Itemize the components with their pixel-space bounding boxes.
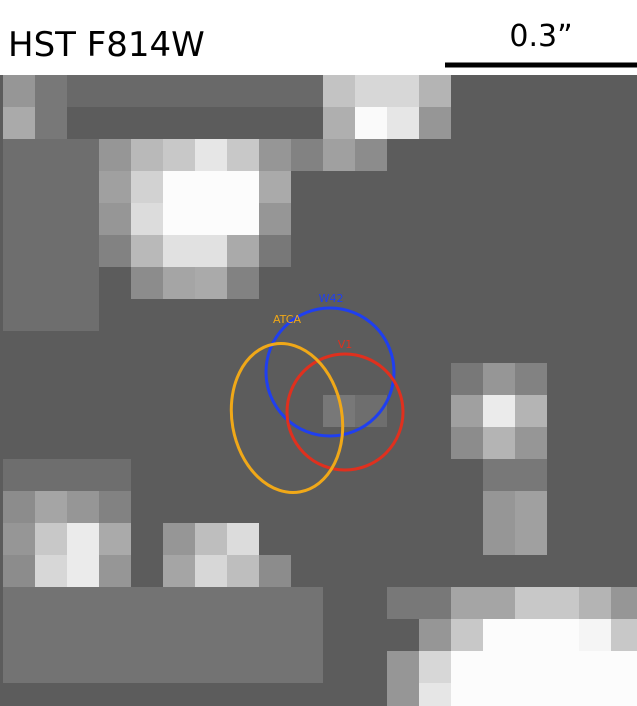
image <box>0 75 637 706</box>
image-pixel <box>515 587 579 619</box>
image-pixel <box>451 363 483 395</box>
image-pixel <box>451 587 515 619</box>
image-pixel <box>483 363 515 395</box>
image-pixel <box>3 75 35 107</box>
image-pixel <box>227 523 259 555</box>
regions <box>229 306 405 494</box>
image-pixel <box>35 555 67 587</box>
image-pixel <box>35 75 67 139</box>
image-pixel <box>227 267 259 299</box>
image-pixel <box>483 395 515 427</box>
image-pixel <box>515 427 547 459</box>
image-pixel <box>99 203 131 235</box>
image-pixel <box>227 139 259 171</box>
image-pixel <box>131 267 163 299</box>
image-pixel <box>579 619 611 651</box>
image-pixel <box>131 171 163 203</box>
region-w42 <box>264 306 396 438</box>
image-pixel <box>419 107 451 139</box>
image-pixel <box>451 651 637 706</box>
image-pixel <box>131 235 163 267</box>
image-pixel <box>483 459 547 491</box>
image-pixel <box>195 555 227 587</box>
image-pixel <box>451 395 483 427</box>
image-pixel <box>611 619 637 651</box>
image-pixel <box>579 587 611 619</box>
image-pixel <box>451 619 483 651</box>
image-pixel <box>323 75 355 107</box>
image-pixel <box>3 459 131 491</box>
image-pixel <box>3 555 35 587</box>
image-pixel <box>35 491 67 523</box>
image-pixel <box>419 619 451 651</box>
image-pixel <box>451 427 483 459</box>
image-pixel <box>419 683 451 706</box>
image-pixel <box>163 139 195 171</box>
image-pixel <box>355 139 387 171</box>
image-pixel <box>131 139 163 171</box>
image-pixel <box>515 395 547 427</box>
region-label: ATCA <box>273 313 301 326</box>
image-pixel <box>99 555 131 587</box>
image-pixel <box>3 139 99 331</box>
image-pixel <box>451 75 637 395</box>
image-pixel <box>387 651 419 706</box>
region-label: V1 <box>338 338 353 351</box>
image-pixel <box>259 171 291 203</box>
image-pixel <box>163 555 195 587</box>
image-pixel <box>99 491 131 523</box>
image-pixel <box>259 235 291 267</box>
image-pixel <box>67 491 99 523</box>
image-pixel <box>67 523 99 587</box>
image-pixel <box>355 107 387 139</box>
region-atca <box>229 342 345 494</box>
image-pixel <box>3 523 35 555</box>
image-pixel <box>387 587 451 619</box>
image-pixel <box>291 139 323 171</box>
image-pixel <box>99 235 131 267</box>
image-pixel <box>131 203 163 235</box>
image-pixel <box>387 107 419 139</box>
image-pixel <box>515 363 547 395</box>
image-pixel <box>323 139 355 171</box>
image-pixel <box>483 427 515 459</box>
image-pixel <box>67 75 323 107</box>
image-pixel <box>483 491 515 555</box>
image-pixel <box>163 171 259 235</box>
image-pixel <box>35 523 67 555</box>
image-pixel <box>259 203 291 235</box>
image-pixel <box>3 587 323 683</box>
image-pixel <box>259 555 291 587</box>
image-pixel <box>163 235 227 267</box>
image-pixel <box>355 75 419 107</box>
image-pixel <box>195 523 227 555</box>
scale-bar-label: 0.3” <box>509 19 572 54</box>
region-v1 <box>285 352 405 472</box>
title: HST F814W <box>8 25 205 65</box>
image-pixel <box>3 491 35 523</box>
image-pixel <box>227 555 259 587</box>
image-pixel <box>195 139 227 171</box>
image-pixel <box>515 491 547 555</box>
region-label: W42 <box>319 292 344 305</box>
image-pixel <box>3 107 35 139</box>
image-pixel <box>99 139 131 171</box>
image-pixel <box>195 267 227 299</box>
image-pixel <box>611 587 637 619</box>
image-pixel <box>163 523 195 555</box>
image-pixel <box>163 267 195 299</box>
image-pixel <box>323 107 355 139</box>
image-pixel <box>419 75 451 107</box>
image-pixel <box>227 235 259 267</box>
image-pixel <box>99 171 131 203</box>
image-pixel <box>259 139 291 171</box>
image-pixel <box>99 523 131 555</box>
